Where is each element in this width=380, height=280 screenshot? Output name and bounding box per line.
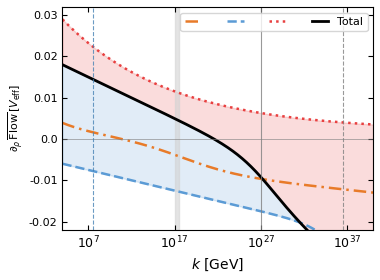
Bar — [175, 7, 179, 230]
Legend: , , , Total: , , , Total — [180, 13, 367, 31]
Y-axis label: $\partial_\rho \, \overline{\mathrm{Flow}} \, [V_{\mathrm{eff}}]$: $\partial_\rho \, \overline{\mathrm{Flow… — [7, 84, 26, 152]
X-axis label: $k$ [GeV]: $k$ [GeV] — [191, 257, 244, 273]
